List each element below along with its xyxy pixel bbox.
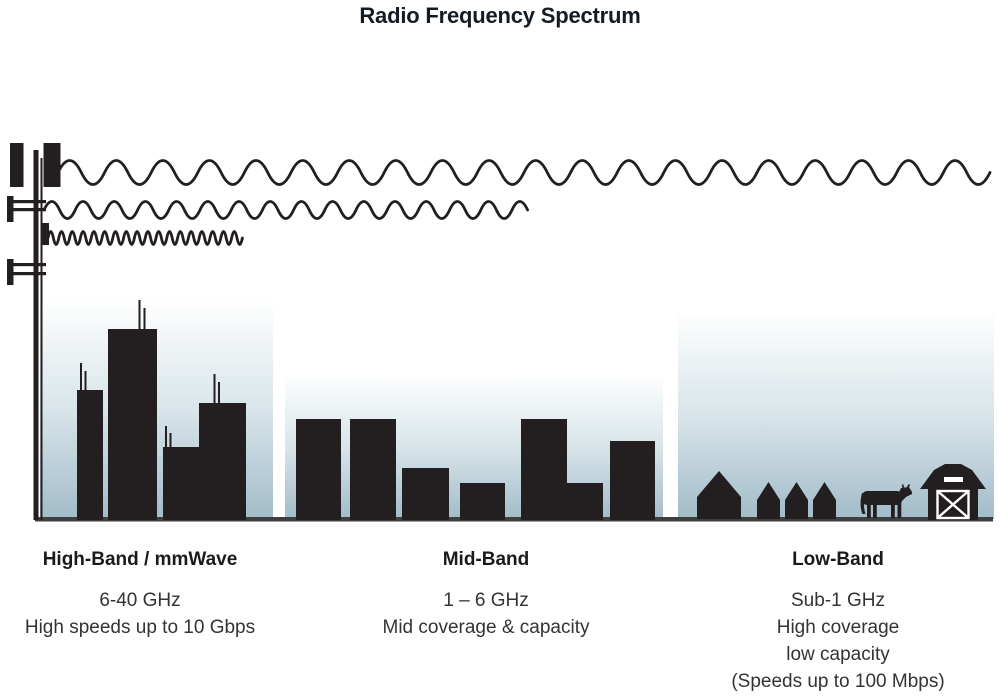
long-wave-icon: [56, 159, 992, 186]
ground-line: [35, 517, 993, 522]
band-detail-frequency: 6-40 GHz: [99, 590, 181, 611]
band-heading-mid: Mid-Band: [442, 549, 530, 570]
barn-icon: [920, 464, 986, 520]
barn-door-cross-brace: [936, 490, 970, 519]
short-wave-icon: [46, 230, 244, 246]
band-detail-coverage: High coverage: [776, 617, 900, 638]
band-detail-coverage: Mid coverage & capacity: [382, 617, 590, 638]
cow-horns: [901, 484, 911, 489]
band-label-mid: Mid-Band 1 – 6 GHz Mid coverage & capaci…: [366, 549, 606, 641]
band-heading-low: Low-Band: [792, 549, 884, 570]
band-label-high: High-Band / mmWave 6-40 GHz High speeds …: [20, 549, 260, 641]
band-label-low: Low-Band Sub-1 GHz High coverage low cap…: [708, 549, 968, 695]
cell-tower-icon: [7, 143, 61, 520]
midtown-skyline-icon: [296, 419, 655, 520]
suburban-houses-icon: [697, 471, 836, 519]
medium-wave-icon: [42, 200, 529, 220]
band-detail-speed: (Speeds up to 100 Mbps): [731, 671, 945, 692]
rooftop-antenna-icon: [80, 300, 220, 447]
band-heading-high: High-Band / mmWave: [42, 549, 238, 570]
band-detail-speed: High speeds up to 10 Gbps: [24, 617, 256, 638]
cow-icon: [860, 484, 912, 518]
band-detail-capacity: low capacity: [786, 644, 890, 665]
barn-hayloft-vent: [944, 477, 963, 482]
city-skyline-icon: [77, 300, 246, 520]
diagram-title: Radio Frequency Spectrum: [359, 3, 641, 28]
band-detail-frequency: 1 – 6 GHz: [443, 590, 529, 611]
radio-waves: [42, 159, 992, 246]
band-detail-frequency: Sub-1 GHz: [791, 590, 885, 611]
